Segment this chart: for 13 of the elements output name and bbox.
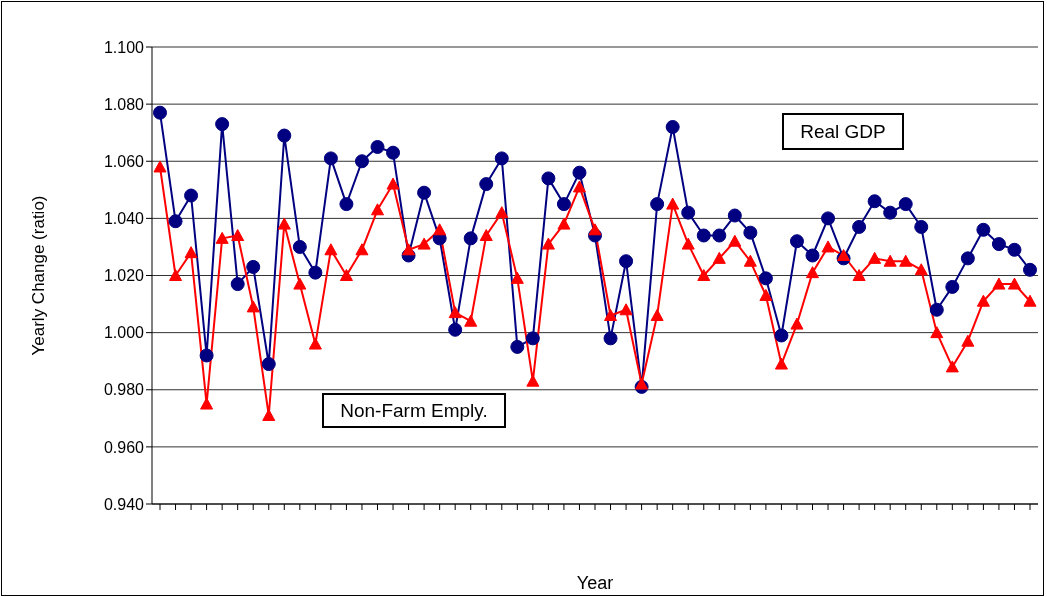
y-tick-label: 1.100: [103, 38, 145, 56]
y-tick-label: 1.020: [103, 267, 145, 285]
text: Real GDP: [800, 120, 886, 143]
x-axis-title: Year: [576, 573, 614, 593]
y-tick-label: 1.080: [103, 95, 145, 113]
y-tick-label: 1.000: [103, 324, 145, 342]
y-tick-label: 0.940: [103, 495, 145, 513]
y-axis-title: Yearly Change (ratio): [29, 195, 49, 356]
y-tick-label: 1.060: [103, 152, 145, 170]
y-tick-label: 1.040: [103, 210, 145, 228]
y-tick-label: 0.960: [103, 438, 145, 456]
y-tick-label: 0.980: [103, 381, 145, 399]
text: Non-Farm Emply.: [340, 399, 488, 422]
